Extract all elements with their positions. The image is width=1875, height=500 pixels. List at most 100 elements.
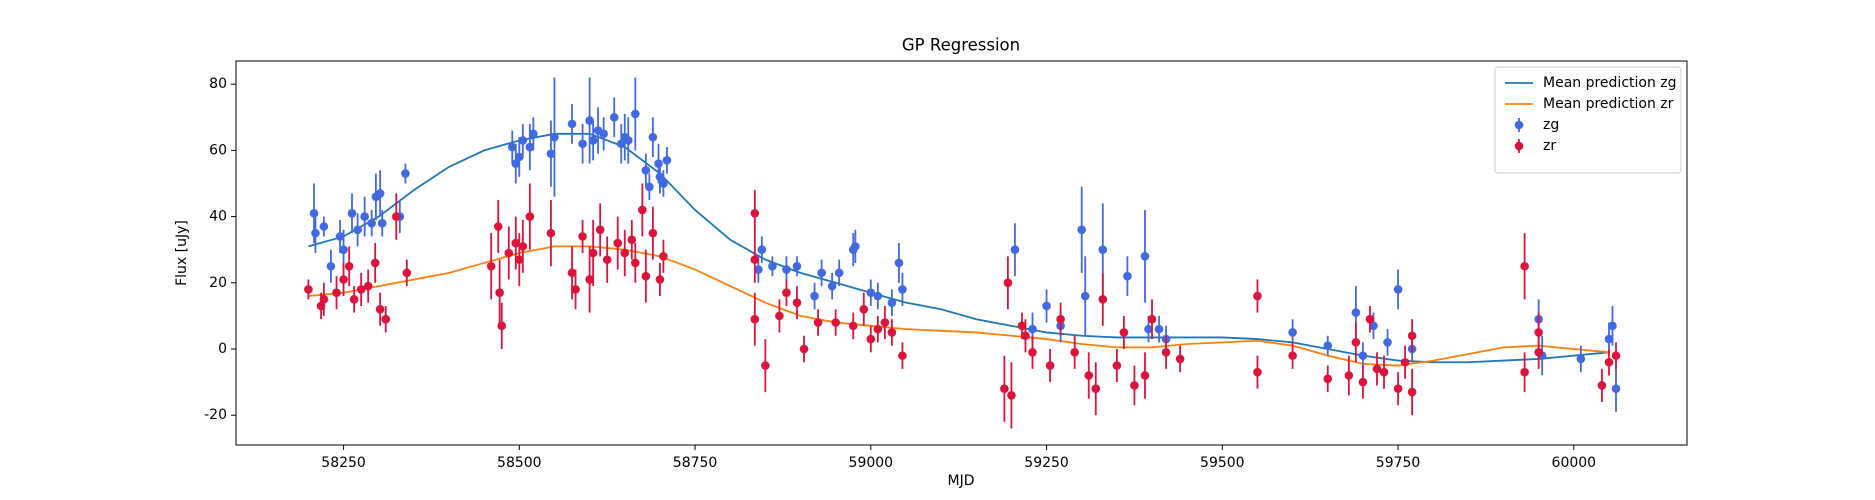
data-point (623, 136, 633, 145)
data-point (609, 112, 619, 122)
data-point (360, 212, 369, 221)
data-point (620, 248, 630, 258)
data-point (1383, 338, 1392, 347)
data-point (655, 275, 665, 284)
data-point (659, 179, 668, 188)
data-point (367, 218, 376, 228)
y-tick-label: 60 (209, 142, 227, 158)
data-point (332, 288, 341, 298)
data-point (339, 245, 348, 254)
data-point (571, 285, 580, 294)
data-point (402, 268, 412, 278)
data-point (1017, 321, 1027, 331)
y-tick-label: 0 (218, 341, 227, 357)
plot-area (304, 77, 1621, 429)
data-point (1576, 354, 1586, 364)
data-point (1007, 391, 1016, 400)
data-point (873, 291, 883, 301)
x-tick-label: 59750 (1376, 455, 1421, 471)
data-point (335, 232, 345, 241)
data-point (511, 238, 521, 248)
data-point (319, 295, 329, 304)
data-point (1028, 324, 1037, 334)
data-point (1253, 367, 1262, 377)
data-point (1608, 321, 1617, 331)
data-point (750, 208, 760, 218)
x-axis-label: MJD (948, 473, 975, 489)
data-point (613, 238, 623, 248)
data-point (511, 159, 521, 168)
data-point (326, 261, 336, 271)
chart-title: GP Regression (902, 36, 1020, 55)
data-point (567, 268, 577, 278)
prediction-line (308, 245, 1610, 367)
data-point (810, 291, 819, 301)
x-tick-label: 58750 (673, 455, 718, 471)
data-point (768, 261, 777, 271)
data-point (1123, 271, 1132, 281)
data-point (363, 281, 373, 291)
data-point (377, 218, 387, 228)
data-point (1080, 291, 1090, 301)
data-point (1393, 285, 1403, 294)
data-point (750, 255, 760, 264)
data-point (1077, 225, 1087, 235)
data-point (1119, 328, 1129, 337)
data-point (750, 314, 760, 324)
data-point (550, 132, 559, 142)
data-point (1253, 291, 1262, 301)
data-point (585, 116, 594, 125)
data-point (375, 189, 385, 198)
data-point (546, 149, 556, 158)
legend-swatch (1514, 141, 1524, 151)
data-point (1351, 308, 1361, 317)
data-point (1021, 331, 1030, 341)
data-point (1288, 351, 1297, 360)
data-point (1365, 314, 1375, 324)
data-point (898, 351, 907, 360)
data-point (1400, 357, 1410, 367)
legend-label: zg (1543, 117, 1559, 133)
data-point (792, 261, 802, 271)
data-point (486, 261, 496, 271)
legend-swatch (1514, 120, 1524, 130)
x-tick-label: 58500 (497, 455, 542, 471)
data-point (662, 156, 672, 165)
data-point (1175, 354, 1185, 364)
data-point (1323, 374, 1333, 384)
data-point (1056, 314, 1065, 324)
legend-label: zr (1543, 138, 1556, 154)
x-tick-label: 59250 (1024, 455, 1069, 471)
data-point (401, 169, 410, 178)
data-point (827, 281, 837, 291)
data-point (1369, 321, 1378, 331)
data-point (1045, 361, 1055, 370)
data-point (887, 298, 897, 307)
data-point (1597, 381, 1607, 390)
data-point (595, 225, 605, 235)
data-point (1091, 384, 1101, 394)
data-point (648, 228, 658, 238)
data-point (515, 152, 524, 162)
data-point (1000, 384, 1009, 394)
data-point (627, 235, 637, 245)
y-tick-label: 20 (209, 275, 227, 291)
data-point (631, 109, 640, 119)
data-point (1098, 245, 1108, 254)
data-point (831, 318, 840, 327)
data-point (866, 288, 876, 298)
data-point (1084, 371, 1094, 380)
data-point (1130, 381, 1139, 390)
data-point (1358, 351, 1368, 360)
data-point (588, 248, 598, 258)
data-point (799, 344, 809, 354)
data-point (1147, 314, 1157, 324)
plot-frame (235, 60, 1688, 446)
data-point (1351, 338, 1361, 347)
data-point (894, 258, 904, 268)
data-point (813, 318, 823, 327)
data-point (834, 268, 844, 278)
legend-box (1494, 66, 1682, 174)
data-point (578, 139, 587, 149)
